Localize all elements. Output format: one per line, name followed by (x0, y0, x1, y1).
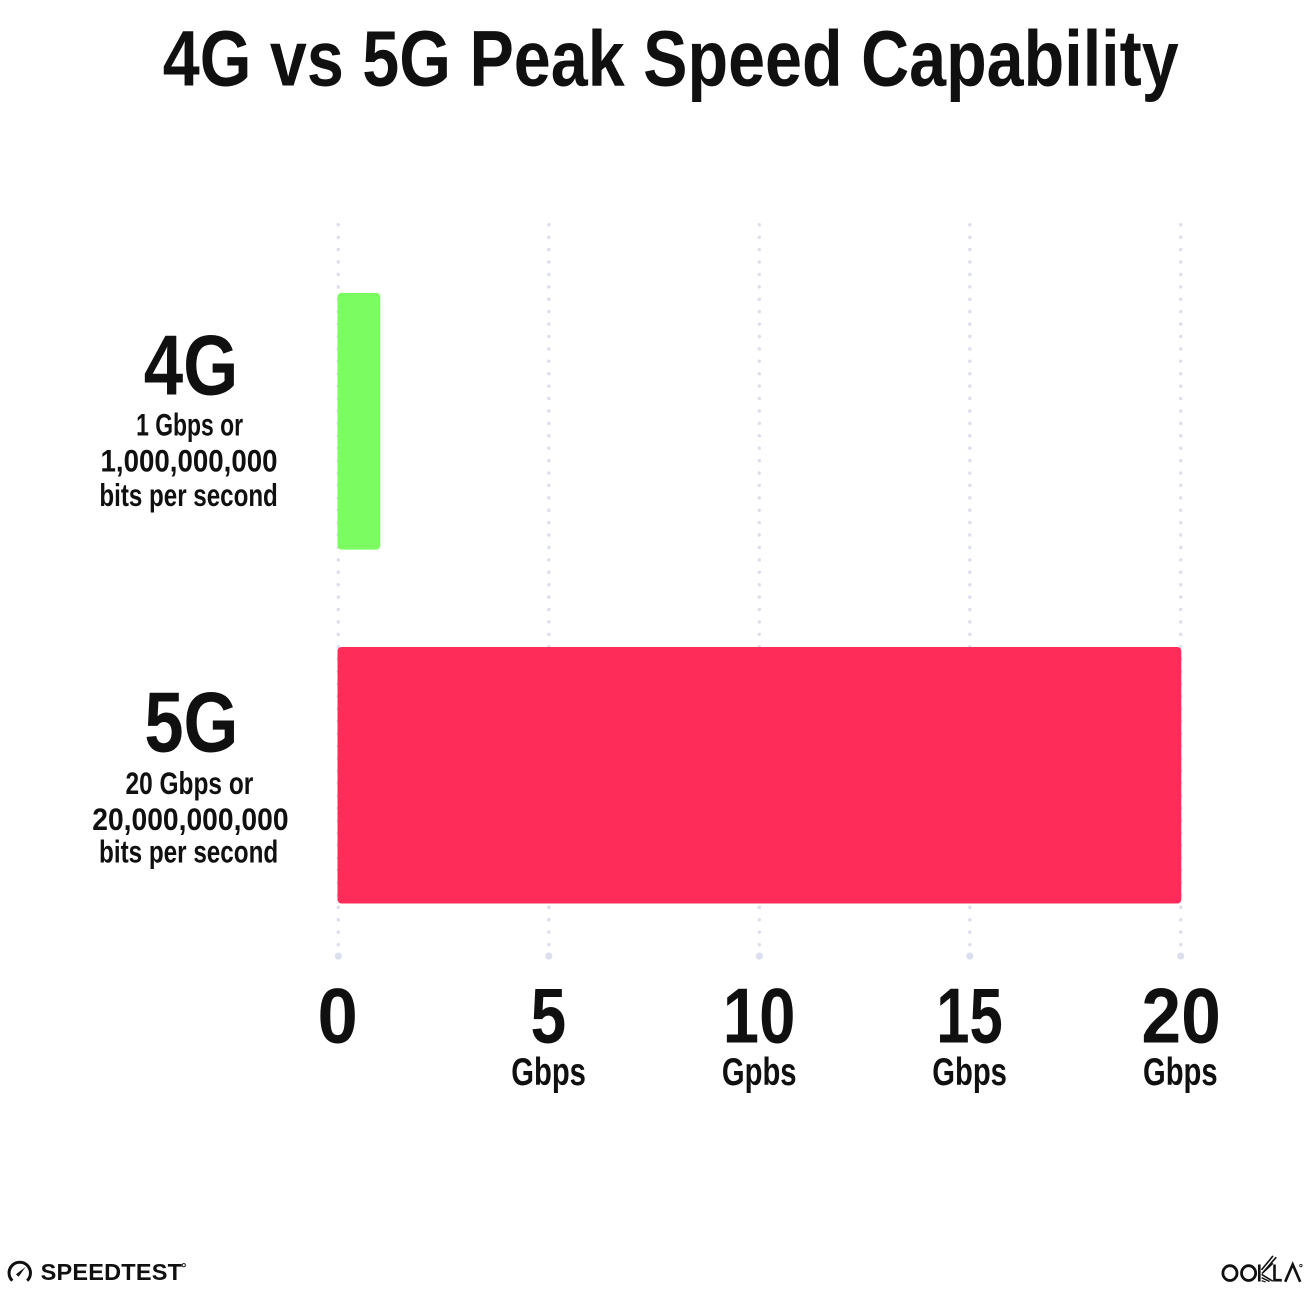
svg-text:Gbps: Gbps (511, 1051, 586, 1094)
svg-text:20,000,000,000: 20,000,000,000 (92, 803, 288, 838)
svg-text:bits per second: bits per second (99, 478, 277, 513)
svg-text:5G: 5G (144, 674, 238, 770)
svg-text:SPEEDTEST: SPEEDTEST (41, 1259, 183, 1285)
svg-text:5: 5 (530, 974, 566, 1060)
svg-text:bits per second: bits per second (99, 835, 278, 870)
svg-text:20 Gbps or: 20 Gbps or (126, 766, 254, 801)
svg-text:10: 10 (723, 973, 796, 1060)
svg-text:4G: 4G (144, 317, 239, 413)
svg-text:1 Gbps or: 1 Gbps or (136, 407, 243, 442)
svg-text:1,000,000,000: 1,000,000,000 (100, 444, 277, 479)
svg-text:Gbps: Gbps (932, 1051, 1007, 1094)
svg-text:Gbps: Gbps (1143, 1051, 1218, 1094)
svg-text:Gpbs: Gpbs (722, 1051, 797, 1094)
svg-text:4G vs 5G Peak Speed Capability: 4G vs 5G Peak Speed Capability (163, 15, 1179, 103)
svg-text:20: 20 (1141, 973, 1221, 1059)
svg-text:0: 0 (317, 972, 357, 1059)
svg-text:15: 15 (936, 972, 1003, 1059)
